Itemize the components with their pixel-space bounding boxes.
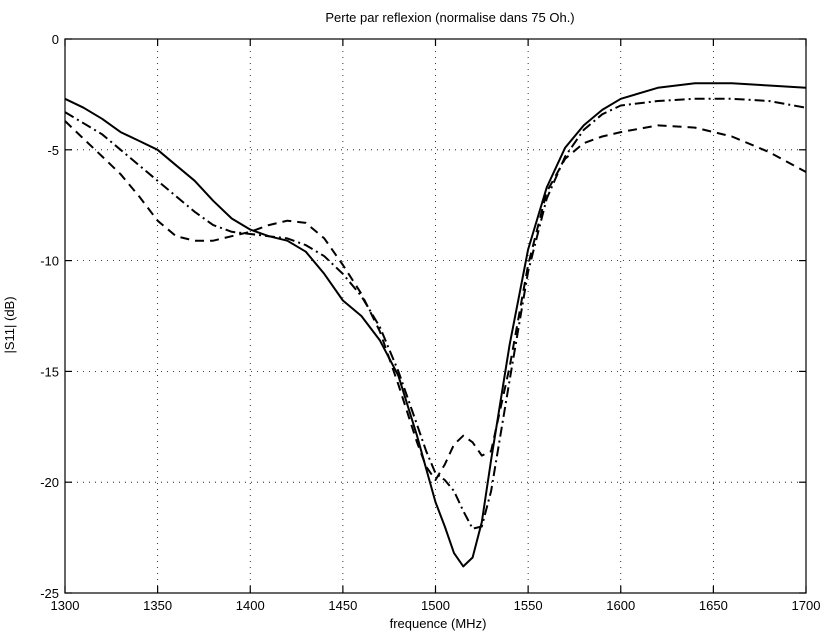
x-tick-label: 1350 [143,598,172,613]
x-axis-label: frequence (MHz) [390,616,487,631]
ticks: 1300 1350 1400 1450 1500 1550 1600 1650 1700 0 -5 -… [40,32,820,613]
y-tick-label: -15 [40,364,59,379]
series-layer [64,82,807,568]
y-tick-label: -25 [40,586,59,601]
series-line-dashdot [64,97,807,530]
chart-title: Perte par reflexion (normalise dans 75 O… [325,10,574,25]
y-axis-label: |S11| (dB) [2,296,17,353]
x-tick-label: 1600 [606,598,635,613]
x-tick-label: 1650 [699,598,728,613]
grid [65,39,806,593]
x-tick-label: 1500 [421,598,450,613]
x-tick-label: 1300 [51,598,80,613]
x-tick-label: 1550 [514,598,543,613]
x-tick-label: 1700 [792,598,821,613]
x-tick-label: 1400 [236,598,265,613]
y-tick-label: -10 [40,254,59,269]
y-tick-label: -20 [40,475,59,490]
series-line-solid [64,82,807,568]
x-tick-label: 1450 [328,598,357,613]
y-tick-label: 0 [52,32,59,47]
series-line-dashed [64,120,807,481]
y-tick-label: -5 [47,143,59,158]
